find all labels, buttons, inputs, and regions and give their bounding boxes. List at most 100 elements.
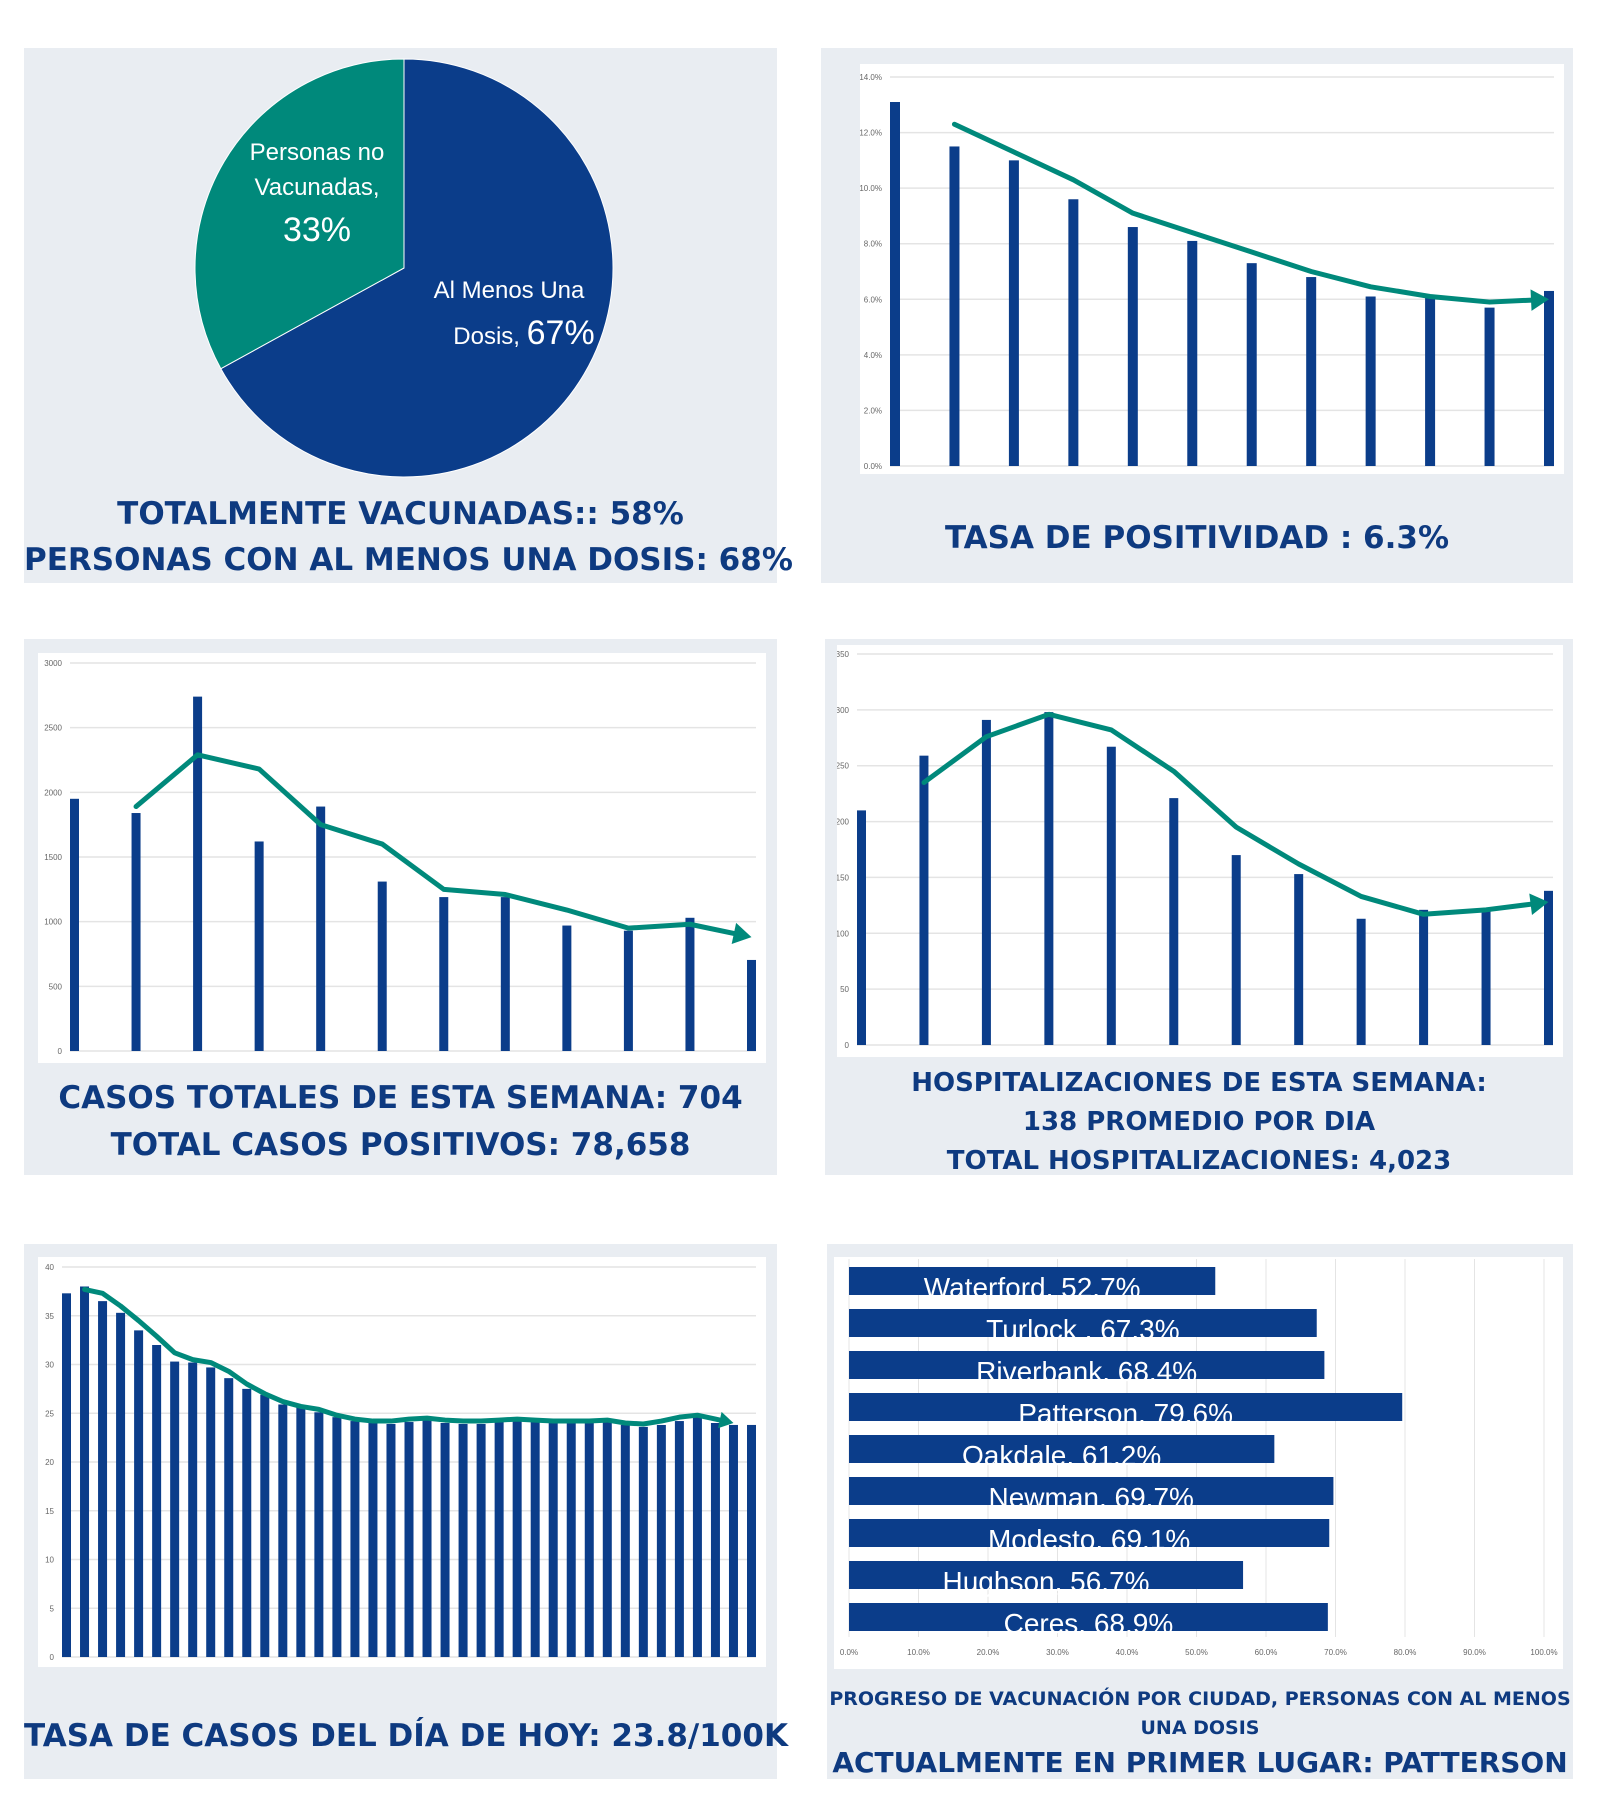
bar [260, 1394, 270, 1657]
pie-pct: 33% [283, 211, 351, 249]
bar [638, 1426, 648, 1657]
y-tick-label: 25 [45, 1409, 54, 1418]
bar [152, 1345, 162, 1657]
bar [623, 930, 633, 1051]
bar [476, 1423, 486, 1657]
trend-arrow-head [718, 1411, 734, 1429]
y-tick-label: 12.0% [860, 129, 882, 138]
y-tick-label: 8.0% [864, 240, 882, 249]
bar [80, 1286, 90, 1657]
pie-label: Personas no [250, 139, 385, 166]
bar [500, 897, 510, 1051]
x-tick-label: 0.0% [840, 1648, 858, 1657]
y-tick-label: 250 [837, 762, 850, 771]
bar [849, 1477, 1334, 1505]
bar [332, 1417, 342, 1657]
y-tick-label: 350 [837, 650, 850, 659]
bar [685, 917, 695, 1051]
bar [1484, 307, 1495, 466]
trend-line [82, 1286, 726, 1427]
bar [602, 1422, 612, 1657]
bar [512, 1420, 522, 1657]
y-tick-label: 0 [58, 1047, 63, 1056]
bar [224, 1378, 234, 1657]
cases-panel: 0 500 1000 1500 2000 2500 3000 CASOS TOTALES D… [24, 639, 777, 1175]
y-tick-label: 2500 [44, 724, 62, 733]
trend-arrow-head [731, 922, 752, 945]
pie-label: Dosis, 67% [453, 314, 594, 352]
x-tick-label: 40.0% [1116, 1648, 1139, 1657]
trend-line [133, 752, 740, 937]
bar [242, 1388, 252, 1657]
city-panel: 0.0% 10.0% 20.0% 30.0% 40.0% 50.0% 60.0% 70.0% 8… [827, 1244, 1573, 1779]
bar [1365, 296, 1376, 466]
bar [1306, 277, 1317, 466]
bar [1246, 263, 1257, 466]
bar [1008, 160, 1019, 466]
y-tick-label: 30 [45, 1361, 54, 1370]
pie-label: Vacunadas, [255, 174, 380, 201]
bar [620, 1424, 630, 1657]
y-tick-label: 0 [845, 1041, 850, 1050]
bar [1106, 746, 1116, 1045]
bar [1419, 909, 1429, 1045]
y-tick-label: 6.0% [864, 295, 882, 304]
positivity-panel: 0.0% 2.0% 4.0% 6.0% 8.0% 10.0% 12.0% 14.0% TASA… [821, 48, 1573, 583]
x-tick-label: 80.0% [1394, 1648, 1417, 1657]
bar [314, 1412, 324, 1657]
bar [1544, 890, 1553, 1045]
bar [131, 813, 141, 1051]
city-chart-area: 0.0% 10.0% 20.0% 30.0% 40.0% 50.0% 60.0% 70.0% 8… [834, 1257, 1563, 1669]
y-tick-label: 10.0% [860, 184, 882, 193]
bar [188, 1362, 198, 1657]
bar [710, 1423, 720, 1657]
y-tick-label: 35 [45, 1312, 54, 1321]
bar [377, 881, 387, 1051]
hospital-avg-text: 138 PROMEDIO POR DIA [1022, 1107, 1376, 1137]
positivity-chart-area: 0.0% 2.0% 4.0% 6.0% 8.0% 10.0% 12.0% 14.0% [859, 64, 1564, 474]
bar [566, 1423, 576, 1657]
y-tick-label: 3000 [44, 659, 62, 668]
bar [919, 755, 929, 1045]
bar [747, 959, 756, 1051]
trend-line [951, 121, 1538, 305]
x-tick-label: 30.0% [1046, 1648, 1069, 1657]
bar [1481, 910, 1491, 1045]
city-subtitle-2: UNA DOSIS [1140, 1717, 1260, 1739]
hospital-chart-area: 0 50 100 150 200 250 300 350 [836, 645, 1563, 1057]
city-leader-text: ACTUALMENTE EN PRIMER LUGAR: PATTERSON [832, 1746, 1568, 1779]
bar [849, 1393, 1403, 1421]
bar [728, 1424, 738, 1657]
bar [849, 1519, 1330, 1547]
x-tick-label: 60.0% [1255, 1648, 1278, 1657]
case-rate-chart-area: 0 5 10 15 20 25 30 35 40 [38, 1257, 766, 1667]
bar [747, 1424, 756, 1657]
bar [170, 1361, 180, 1657]
bar [1356, 918, 1366, 1045]
bar [193, 696, 203, 1051]
y-tick-label: 20 [45, 1458, 54, 1467]
bar [849, 1561, 1244, 1589]
trend-arrow-head [1530, 289, 1549, 311]
bar [386, 1423, 396, 1657]
bar [1187, 240, 1198, 466]
x-tick-label: 20.0% [977, 1648, 1000, 1657]
case-rate-panel: 0 5 10 15 20 25 30 35 40 TASA DE CASOS DEL DÍA D… [24, 1244, 788, 1779]
case-rate-chart: 0 5 10 15 20 25 30 35 40 [45, 1263, 756, 1662]
y-tick-label: 300 [837, 706, 850, 715]
cases-chart: 0 500 1000 1500 2000 2500 3000 [44, 659, 756, 1056]
bar [1231, 855, 1241, 1045]
bar [116, 1312, 126, 1657]
vaccination-pie-chart: Al Menos Una Dosis, 67% Personas no Vacunad… [194, 58, 614, 478]
y-tick-label: 15 [45, 1507, 54, 1516]
city-subtitle-1: PROGRESO DE VACUNACIÓN POR CIUDAD, PERSO… [829, 1688, 1571, 1710]
bar [849, 1603, 1328, 1631]
vaccination-panel: Al Menos Una Dosis, 67% Personas no Vacunad… [24, 48, 793, 583]
y-tick-label: 14.0% [860, 73, 882, 82]
bar [440, 1423, 450, 1657]
y-tick-label: 4.0% [864, 351, 882, 360]
y-tick-label: 200 [837, 818, 850, 827]
trend-line [921, 711, 1537, 917]
bar [548, 1423, 558, 1657]
bar [1127, 227, 1138, 466]
